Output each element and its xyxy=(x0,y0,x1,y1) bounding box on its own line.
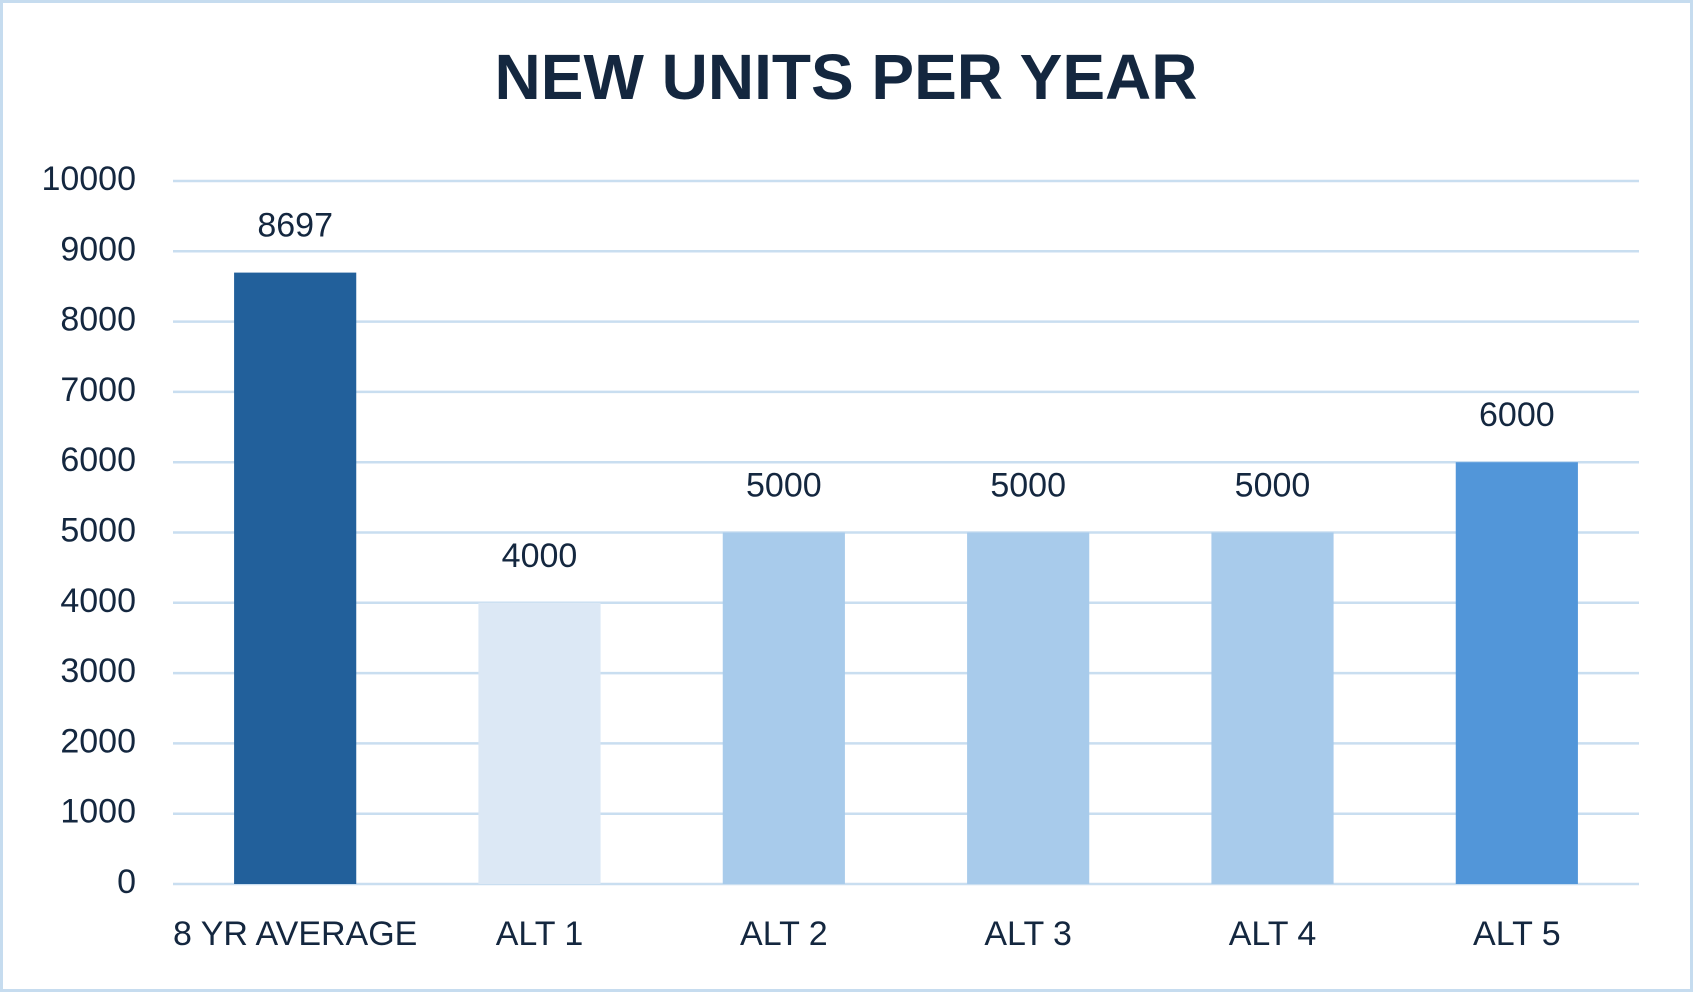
y-tick-label: 10000 xyxy=(41,160,136,198)
data-label: 6000 xyxy=(1479,396,1555,434)
y-tick-label: 0 xyxy=(117,863,136,901)
data-label: 5000 xyxy=(746,466,822,504)
y-tick-label: 1000 xyxy=(60,793,136,831)
x-tick-label: 8 YR AVERAGE xyxy=(173,915,417,953)
x-tick-label: ALT 5 xyxy=(1473,915,1561,953)
bar xyxy=(1455,462,1578,884)
y-tick-label: 9000 xyxy=(60,230,136,268)
y-tick-label: 5000 xyxy=(60,511,136,549)
data-label: 8697 xyxy=(257,207,333,245)
y-tick-label: 7000 xyxy=(60,371,136,409)
chart-title: NEW UNITS PER YEAR xyxy=(495,41,1198,113)
bar xyxy=(1211,532,1334,884)
x-tick-label: ALT 1 xyxy=(496,915,584,953)
x-tick-label: ALT 4 xyxy=(1229,915,1317,953)
y-tick-label: 6000 xyxy=(60,441,136,479)
x-tick-label: ALT 3 xyxy=(984,915,1072,953)
bar xyxy=(722,532,845,884)
y-tick-label: 8000 xyxy=(60,301,136,339)
bar xyxy=(967,532,1090,884)
data-label: 5000 xyxy=(990,466,1066,504)
y-tick-label: 4000 xyxy=(60,582,136,620)
data-label: 4000 xyxy=(502,537,578,575)
y-tick-label: 2000 xyxy=(60,722,136,760)
x-tick-label: ALT 2 xyxy=(740,915,828,953)
bar xyxy=(478,602,601,884)
bar xyxy=(234,272,357,884)
y-tick-label: 3000 xyxy=(60,652,136,690)
data-label: 5000 xyxy=(1235,466,1311,504)
